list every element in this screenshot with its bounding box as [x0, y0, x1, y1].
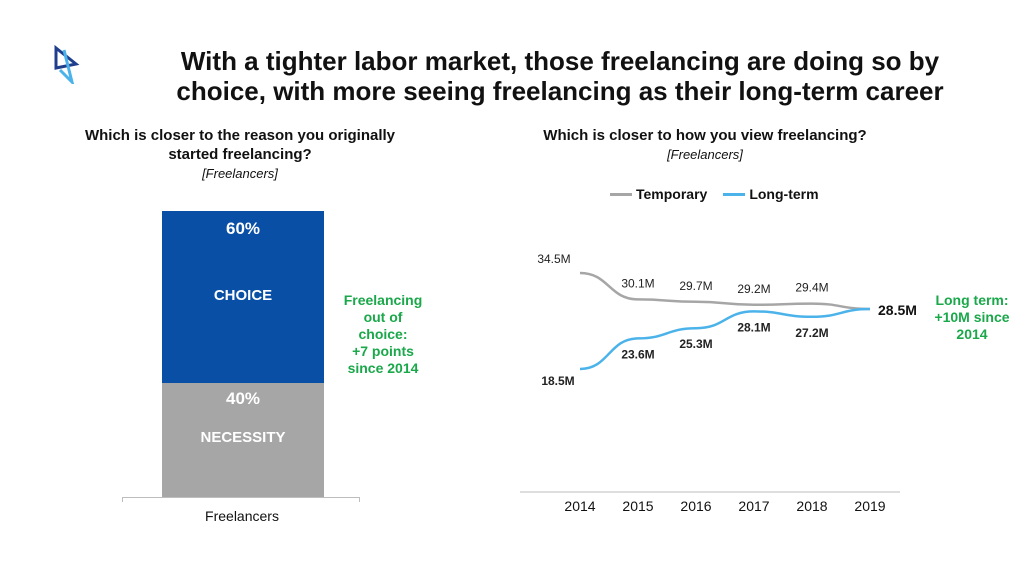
data-label-long-term: 18.5M	[541, 374, 574, 388]
left-callout-line: +7 points	[352, 343, 414, 359]
bar-segment-necessity: 40% NECESSITY	[162, 383, 324, 497]
bar-choice-label: CHOICE	[213, 287, 273, 304]
data-label-long-term: 25.3M	[679, 337, 712, 351]
right-callout: Long term: +10M since 2014	[920, 292, 1024, 343]
left-callout: Freelancing out of choice: +7 points sin…	[333, 292, 433, 377]
end-point-label: 28.5M	[878, 302, 917, 318]
left-callout-line: choice:	[358, 326, 408, 342]
legend-item-long-term: Long-term	[723, 186, 819, 202]
x-tick-label: 2019	[854, 498, 885, 514]
data-label-temporary: 29.7M	[679, 279, 712, 293]
legend-swatch-long-term	[723, 192, 746, 196]
bar-necessity-label: NECESSITY	[200, 429, 286, 446]
left-callout-line: out of	[363, 309, 403, 325]
legend-label-long-term: Long-term	[749, 186, 819, 202]
bar-x-axis	[122, 497, 360, 498]
data-label-temporary: 30.1M	[621, 276, 654, 290]
page-title-line2: choice, with more seeing freelancing as …	[176, 76, 944, 106]
legend-label-temporary: Temporary	[636, 186, 708, 202]
right-question: Which is closer to how you view freelanc…	[480, 126, 930, 164]
data-label-temporary: 34.5M	[537, 252, 570, 266]
right-callout-line: 2014	[956, 326, 988, 342]
bar-necessity-percent: 40%	[225, 389, 261, 408]
x-tick-label: 2015	[622, 498, 653, 514]
x-tick-label: 2014	[564, 498, 595, 514]
series-line-temporary	[579, 271, 871, 311]
right-callout-line: Long term:	[935, 292, 1009, 308]
left-callout-line: Freelancing	[343, 292, 423, 308]
left-callout-line: since 2014	[347, 360, 419, 376]
x-tick-label: 2016	[680, 498, 711, 514]
data-label-temporary: 29.4M	[795, 281, 828, 295]
left-question-line1: Which is closer to the reason you origin…	[84, 127, 396, 144]
bar-choice-percent: 60%	[225, 219, 261, 238]
x-tick-label: 2018	[796, 498, 827, 514]
series-line-long-term	[579, 307, 871, 371]
left-question: Which is closer to the reason you origin…	[40, 126, 440, 183]
data-label-long-term: 27.2M	[795, 326, 828, 340]
legend-swatch-temporary	[610, 192, 632, 196]
page-title-line1: With a tighter labor market, those freel…	[180, 46, 940, 76]
x-tick-label: 2017	[738, 498, 769, 514]
bar-category-label: Freelancers	[205, 508, 279, 524]
stacked-bar-chart: 60% CHOICE 40% NECESSITY Freelancers	[120, 208, 360, 524]
right-question-text: Which is closer to how you view freelanc…	[543, 127, 867, 144]
page-title: With a tighter labor market, those freel…	[110, 46, 1010, 106]
bar-axis-tick	[122, 497, 123, 502]
data-label-long-term: 23.6M	[621, 347, 654, 361]
line-chart: 2014 2015 2016 2017 2018 2019 34.5M 30.1M 29.7M 2…	[520, 252, 917, 514]
data-label-temporary: 29.2M	[737, 282, 770, 296]
legend-item-temporary: Temporary	[610, 186, 707, 202]
brand-logo-icon	[54, 44, 80, 84]
data-label-long-term: 28.1M	[737, 320, 770, 334]
left-question-line2: started freelancing?	[168, 146, 312, 163]
line-chart-legend: Temporary Long-term	[610, 186, 835, 202]
right-callout-line: +10M since	[934, 309, 1010, 325]
bar-axis-tick	[359, 497, 360, 502]
left-base-label: [Freelancers]	[202, 166, 278, 181]
bar-segment-choice: 60% CHOICE	[162, 211, 324, 383]
right-base-label: [Freelancers]	[667, 147, 743, 162]
